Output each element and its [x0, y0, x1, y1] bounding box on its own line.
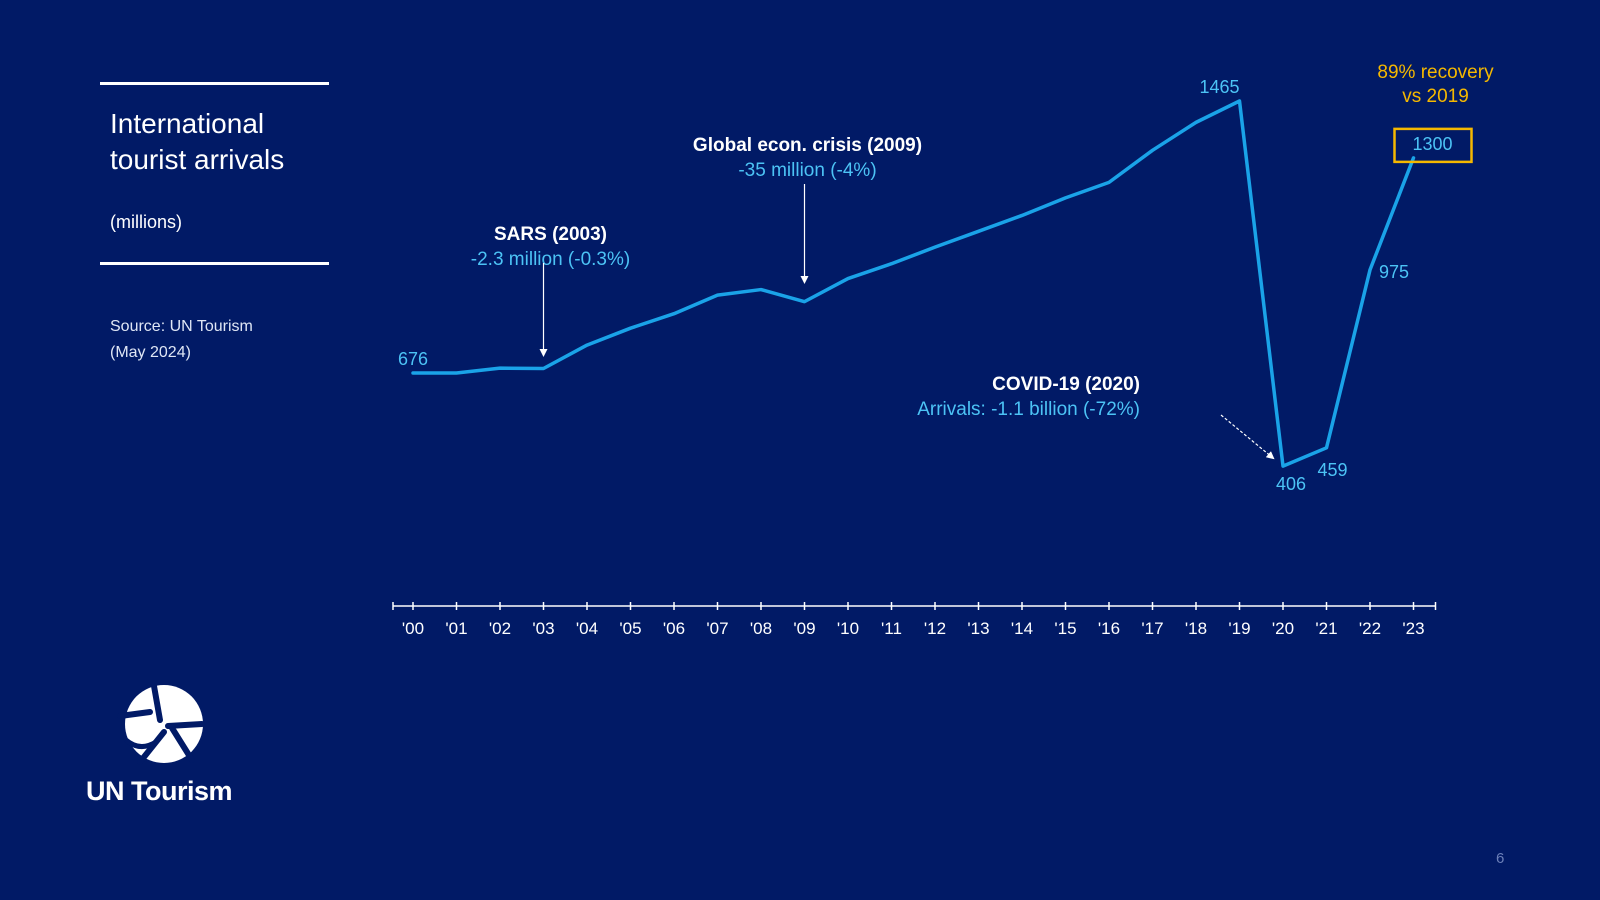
x-tick-label: '10: [837, 619, 859, 638]
x-tick-label: '07: [706, 619, 728, 638]
title-top-rule: [100, 82, 329, 85]
x-tick-label: '14: [1011, 619, 1033, 638]
x-tick-label: '09: [793, 619, 815, 638]
value-label: 1300: [1412, 134, 1452, 154]
x-tick-label: '05: [619, 619, 641, 638]
source-note: Source: UN Tourism (May 2024): [110, 314, 253, 366]
value-label: 459: [1317, 460, 1347, 480]
x-tick-label: '20: [1272, 619, 1294, 638]
value-label: 406: [1276, 474, 1306, 494]
x-tick-label: '21: [1315, 619, 1337, 638]
x-tick-label: '23: [1402, 619, 1424, 638]
annotation-arrow: [1220, 414, 1275, 460]
title-line-2: tourist arrivals: [110, 144, 285, 175]
x-tick-label: '01: [445, 619, 467, 638]
annotation-title: SARS (2003): [494, 224, 607, 245]
value-label: 975: [1379, 262, 1409, 282]
annotation-subtitle: Arrivals: -1.1 billion (-72%): [917, 399, 1140, 420]
x-axis: '00 '01 '02 '03 '04 '05 '06 '07 '08 '09 '10 '11 '12 '…: [392, 602, 1437, 638]
x-tick-label: '19: [1228, 619, 1250, 638]
recovery-callout-line: 89% recovery: [1377, 62, 1494, 83]
annotation-subtitle: -35 million (-4%): [738, 160, 876, 181]
annotations: SARS (2003) -2.3 million (-0.3%) Global ec…: [471, 135, 1275, 460]
annotation-title: Global econ. crisis (2009): [693, 135, 922, 156]
x-tick-label: '04: [576, 619, 598, 638]
series-layer: [411, 99, 1416, 468]
x-tick-label: '15: [1054, 619, 1076, 638]
title-bottom-rule: [100, 262, 329, 265]
recovery-callout-line: vs 2019: [1402, 86, 1469, 107]
x-tick-label: '03: [532, 619, 554, 638]
value-label: 1465: [1199, 77, 1239, 97]
page-number: 6: [1496, 850, 1505, 867]
x-tick-label: '22: [1359, 619, 1381, 638]
source-line-2: (May 2024): [110, 344, 191, 361]
x-tick-label: '12: [924, 619, 946, 638]
value-labels: 676 1465 406 459 975 1300 89% recovery vs 2019: [398, 62, 1494, 494]
units-label: (millions): [110, 212, 182, 232]
x-tick-label: '02: [489, 619, 511, 638]
annotation-title: COVID-19 (2020): [992, 374, 1140, 395]
x-tick-label: '08: [750, 619, 772, 638]
x-tick-label: '11: [881, 619, 902, 638]
logo-wordmark: UN Tourism: [86, 776, 233, 806]
x-tick-label: '06: [663, 619, 685, 638]
title-line-1: International: [110, 108, 265, 139]
x-tick-label: '17: [1141, 619, 1163, 638]
source-line-1: Source: UN Tourism: [110, 318, 253, 335]
un-tourism-logo-icon: [117, 683, 205, 765]
value-label-highlight-box: [1393, 127, 1473, 164]
x-tick-label: '13: [967, 619, 989, 638]
x-tick-label: '18: [1185, 619, 1207, 638]
x-tick-label: '00: [402, 619, 424, 638]
slide-title: International tourist arrivals: [110, 106, 340, 178]
annotation-subtitle: -2.3 million (-0.3%): [471, 249, 630, 270]
value-label: 676: [398, 349, 428, 369]
series-line: [411, 99, 1416, 468]
x-tick-label: '16: [1098, 619, 1120, 638]
